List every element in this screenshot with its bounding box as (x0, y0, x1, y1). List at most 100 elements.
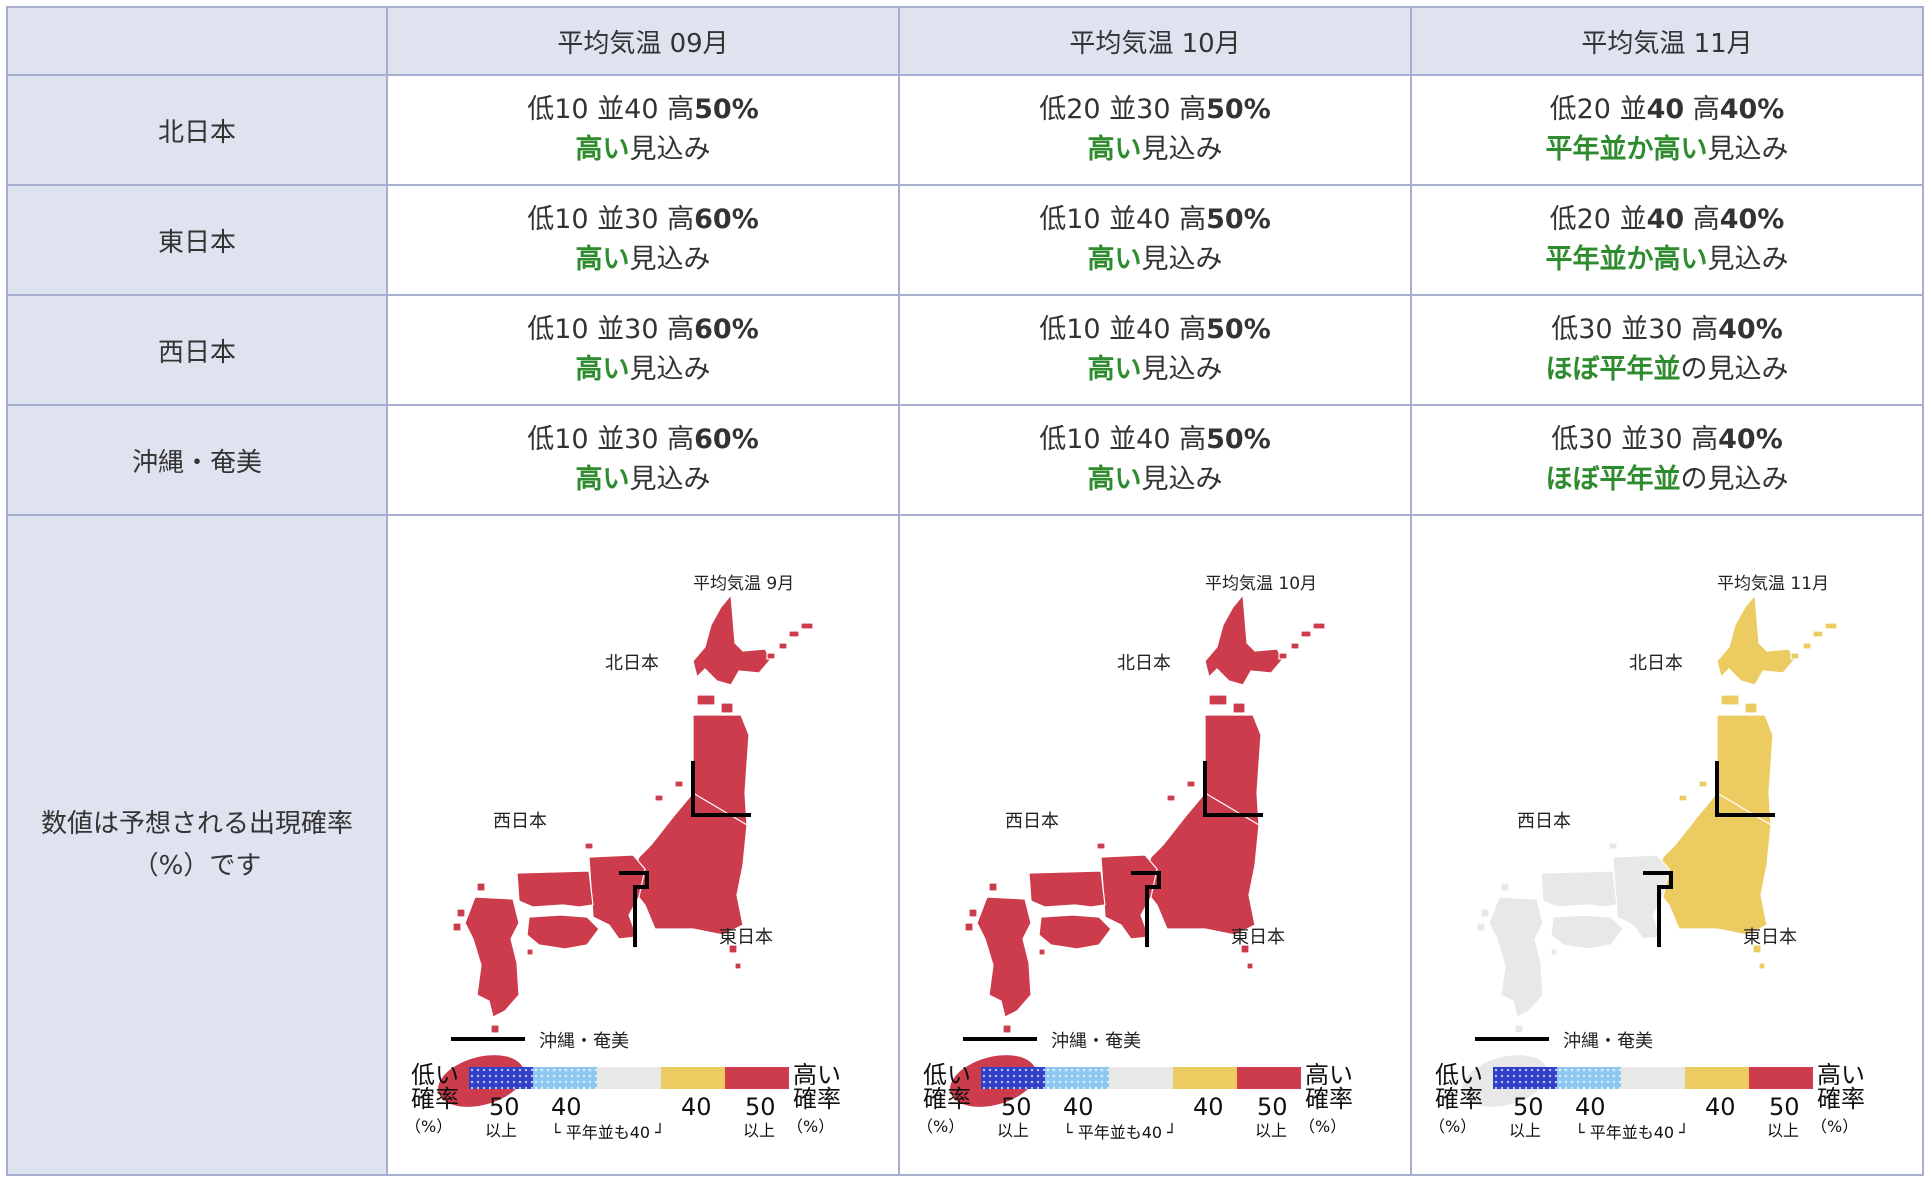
legend-normal-note: └ 平年並も40 ┘ (1063, 1123, 1177, 1142)
legend-percent: （%） (787, 1117, 835, 1136)
east-label: 東日本 (719, 927, 773, 948)
normal-prob: 並40 (1109, 204, 1171, 235)
low-prob: 低10 (1039, 204, 1101, 235)
high-prob: 50% (1206, 204, 1271, 235)
north-label: 北日本 (1117, 653, 1171, 674)
high-prob: 60% (694, 424, 759, 455)
region-label: 沖縄・奄美 (6, 404, 388, 516)
kyushu-region (976, 896, 1032, 1018)
legend-color-bar (1621, 1067, 1685, 1089)
outlook-strong: 高い (575, 244, 630, 275)
outlook-rest: 見込み (629, 134, 711, 165)
legend-tick-note: 以上 (485, 1121, 518, 1140)
high-prob: 60% (694, 314, 759, 345)
west-label: 西日本 (493, 811, 547, 832)
outlook-rest: の見込み (1680, 464, 1789, 495)
high-label: 高 (1179, 314, 1207, 345)
island (452, 922, 462, 932)
island (674, 780, 684, 788)
legend-high-label: 高い (793, 1061, 841, 1089)
legend-percent: （%） (405, 1117, 453, 1136)
outlook: 高い見込み (388, 460, 898, 500)
east-label: 東日本 (1743, 927, 1797, 948)
normal-prob: 並30 (1621, 424, 1683, 455)
east-label: 東日本 (1231, 927, 1285, 948)
legend-tick: 40 (1705, 1093, 1736, 1121)
outlook-strong: 高い (1087, 464, 1142, 495)
island (696, 694, 716, 706)
legend-tick-note: 以上 (743, 1121, 776, 1140)
kyushu-region (464, 896, 520, 1018)
probabilities: 低20 並40 高40% (1412, 90, 1922, 130)
probabilities: 低30 並30 高40% (1412, 310, 1922, 350)
legend-tick-note: 以上 (1767, 1121, 1800, 1140)
table-row: 北日本 低10 並40 高50% 高い見込み 低20 並30 高50% 高い見込み 低20… (6, 74, 1924, 186)
east-region (628, 792, 748, 936)
legend-tick: 40 (1193, 1093, 1224, 1121)
legend-high-label: 高い (1817, 1061, 1865, 1089)
legend-low-label: 低い (411, 1061, 459, 1089)
shikoku-region (526, 914, 600, 950)
island (1752, 944, 1762, 954)
island (1232, 702, 1246, 714)
legend-color-bar (1557, 1067, 1621, 1089)
outlook: ほぼ平年並の見込み (1412, 460, 1922, 500)
island (1824, 622, 1838, 630)
normal-prob: 並40 (1109, 424, 1171, 455)
forecast-cell: 低10 並30 高60% 高い見込み (386, 404, 900, 516)
chugoku-region (1028, 870, 1106, 908)
outlook-rest: 見込み (1141, 244, 1223, 275)
legend-high-label: 確率 (1817, 1085, 1865, 1113)
island (1038, 948, 1046, 956)
high-label: 高 (1692, 204, 1720, 235)
low-prob: 低10 (1039, 424, 1101, 455)
island (526, 948, 534, 956)
legend-tick: 50 (1001, 1093, 1032, 1121)
island (1208, 694, 1228, 706)
probabilities: 低10 並40 高50% (900, 420, 1410, 460)
probabilities: 低10 並40 高50% (900, 310, 1410, 350)
low-prob: 低30 (1551, 314, 1613, 345)
hokkaido-region (1716, 593, 1796, 686)
legend-color-bar (981, 1067, 1045, 1089)
month-header: 平均気温 11月 (1410, 6, 1924, 76)
low-prob: 低20 (1549, 94, 1611, 125)
corner-cell (6, 6, 388, 76)
island (1480, 908, 1490, 918)
map-title: 平均気温 11月 (1717, 574, 1830, 594)
outlook-rest: 見込み (1141, 134, 1223, 165)
probabilities: 低20 並30 高50% (900, 90, 1410, 130)
island (1720, 694, 1740, 706)
legend-color-bar (1237, 1067, 1301, 1089)
legend-tick: 50 (1769, 1093, 1800, 1121)
legend-low-label: 確率 (1435, 1085, 1483, 1113)
forecast-cell: 低10 並30 高60% 高い見込み (386, 294, 900, 406)
forecast-cell: 低20 並30 高50% 高い見込み (898, 74, 1412, 186)
north-label: 北日本 (1629, 653, 1683, 674)
low-prob: 低10 (527, 314, 589, 345)
low-prob: 低10 (527, 204, 589, 235)
legend-tick-note: 以上 (997, 1121, 1030, 1140)
hokkaido-region (1204, 593, 1284, 686)
north-label: 北日本 (605, 653, 659, 674)
probability-legend: 低い 確率 （%） 高い 確率 （%） 50 以上 40 40 50 以上 └ 平年並も40 ┘ (1429, 1057, 1905, 1157)
table-row: 東日本 低10 並30 高60% 高い見込み 低10 並40 高50% 高い見込み 低20… (6, 184, 1924, 296)
island (1758, 962, 1766, 970)
high-label: 高 (667, 314, 695, 345)
east-region (1140, 792, 1260, 936)
map-svg (950, 593, 1326, 1107)
island (1476, 922, 1486, 932)
normal-prob: 並30 (597, 314, 659, 345)
island (1550, 948, 1558, 956)
outlook-strong: 平年並か高い (1545, 134, 1708, 165)
high-label: 高 (1179, 94, 1207, 125)
legend-low-label: 低い (1435, 1061, 1483, 1089)
legend-low-label: 低い (923, 1061, 971, 1089)
island (456, 908, 466, 918)
normal-prob: 並30 (597, 424, 659, 455)
high-label: 高 (1691, 424, 1719, 455)
forecast-cell: 低10 並40 高50% 高い見込み (898, 404, 1412, 516)
high-prob: 50% (1206, 94, 1271, 125)
legend-tick: 40 (1575, 1093, 1606, 1121)
outlook: ほぼ平年並の見込み (1412, 350, 1922, 390)
